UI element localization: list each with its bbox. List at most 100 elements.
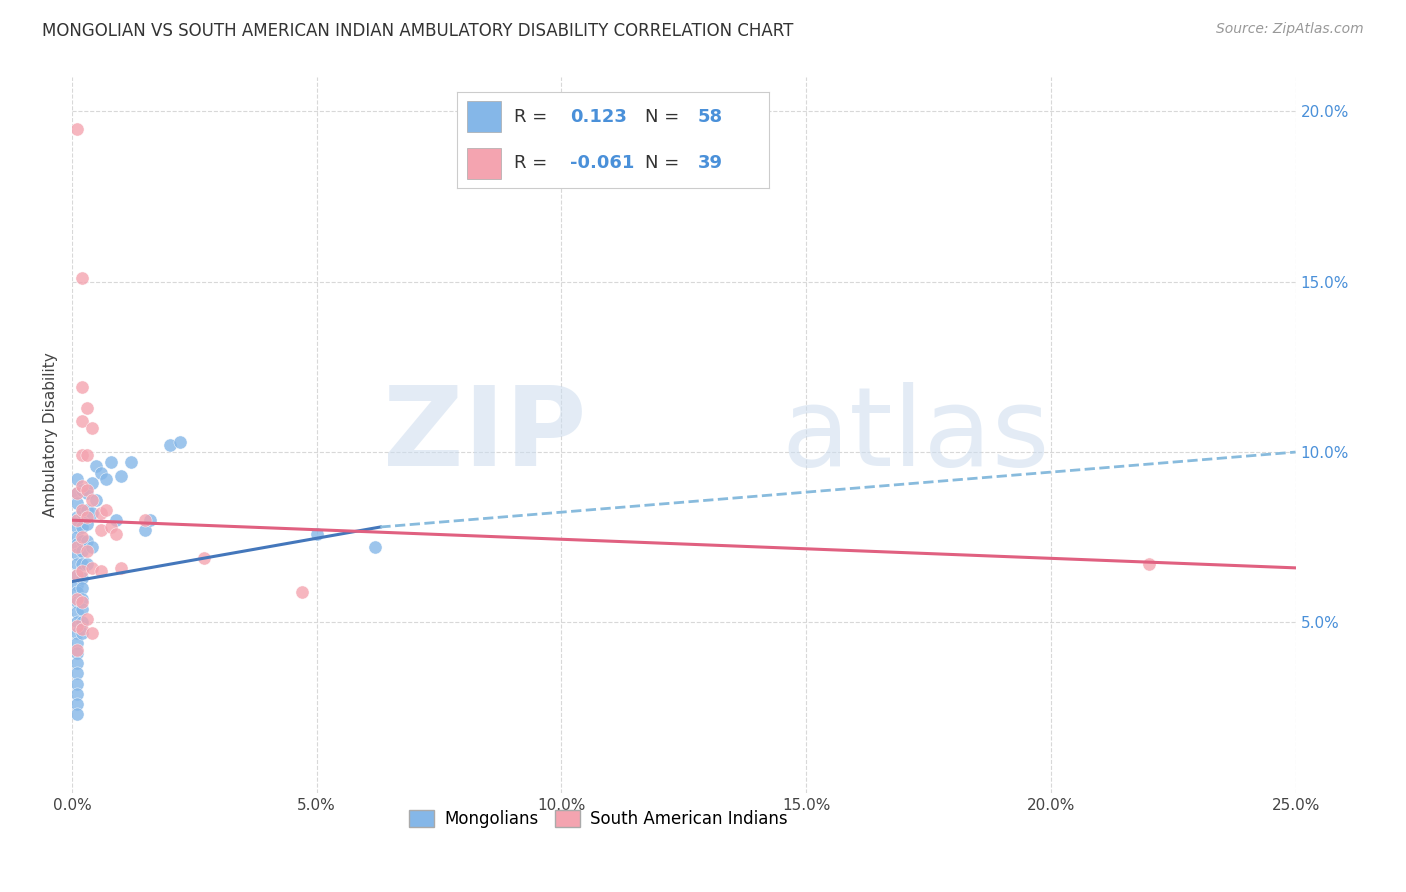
Point [159,438,181,452]
Point [66,591,89,606]
Point [66,697,89,711]
Point [86,458,108,473]
Point [70,571,93,585]
Point [90,466,112,480]
Point [66,537,89,551]
Point [80,561,103,575]
Point [70,520,93,534]
Point [96,503,118,517]
Point [120,455,142,469]
Point [110,561,132,575]
Point [76,401,98,415]
Point [66,657,89,671]
Point [134,524,156,538]
Point [66,520,89,534]
Point [70,507,93,521]
Point [70,479,93,493]
Point [70,558,93,572]
Point [76,516,98,531]
Point [90,524,112,538]
Y-axis label: Ambulatory Disability: Ambulatory Disability [44,352,58,517]
Point [66,687,89,701]
Point [70,414,93,428]
Text: atlas: atlas [782,382,1050,489]
Point [80,421,103,435]
Point [169,434,191,449]
Point [66,584,89,599]
Point [70,601,93,615]
Point [70,544,93,558]
Point [80,492,103,507]
Point [66,578,89,592]
Point [66,558,89,572]
Point [305,526,328,541]
Point [66,595,89,609]
Point [76,533,98,548]
Point [66,625,89,640]
Text: MONGOLIAN VS SOUTH AMERICAN INDIAN AMBULATORY DISABILITY CORRELATION CHART: MONGOLIAN VS SOUTH AMERICAN INDIAN AMBUL… [42,22,793,40]
Point [80,475,103,490]
Point [76,449,98,463]
Point [76,544,98,558]
Point [70,615,93,630]
Point [80,541,103,555]
Point [66,530,89,544]
Point [66,509,89,524]
Point [110,469,132,483]
Point [70,503,93,517]
Text: ZIP: ZIP [382,382,586,489]
Point [70,564,93,578]
Point [1137,558,1160,572]
Point [364,541,387,555]
Point [66,513,89,527]
Point [70,595,93,609]
Point [86,492,108,507]
Point [70,380,93,394]
Point [291,584,314,599]
Point [70,483,93,497]
Point [70,271,93,285]
Point [66,676,89,690]
Point [100,520,122,534]
Point [70,533,93,548]
Point [105,513,128,527]
Point [105,526,128,541]
Point [90,564,112,578]
Point [70,449,93,463]
Text: Source: ZipAtlas.com: Source: ZipAtlas.com [1216,22,1364,37]
Point [70,530,93,544]
Point [70,582,93,596]
Point [66,567,89,582]
Point [66,619,89,633]
Point [66,666,89,681]
Point [66,486,89,500]
Legend: Mongolians, South American Indians: Mongolians, South American Indians [402,803,794,834]
Point [70,591,93,606]
Point [80,507,103,521]
Point [66,121,89,136]
Point [66,605,89,619]
Point [96,472,118,486]
Point [66,496,89,510]
Point [76,509,98,524]
Point [193,550,215,565]
Point [66,567,89,582]
Point [134,513,156,527]
Point [76,612,98,626]
Point [66,547,89,561]
Point [76,558,98,572]
Point [66,472,89,486]
Point [70,625,93,640]
Point [66,646,89,660]
Point [70,622,93,636]
Point [100,455,122,469]
Point [66,636,89,650]
Point [90,507,112,521]
Point [66,541,89,555]
Point [66,707,89,722]
Point [66,642,89,657]
Point [66,486,89,500]
Point [76,483,98,497]
Point [80,625,103,640]
Point [139,513,162,527]
